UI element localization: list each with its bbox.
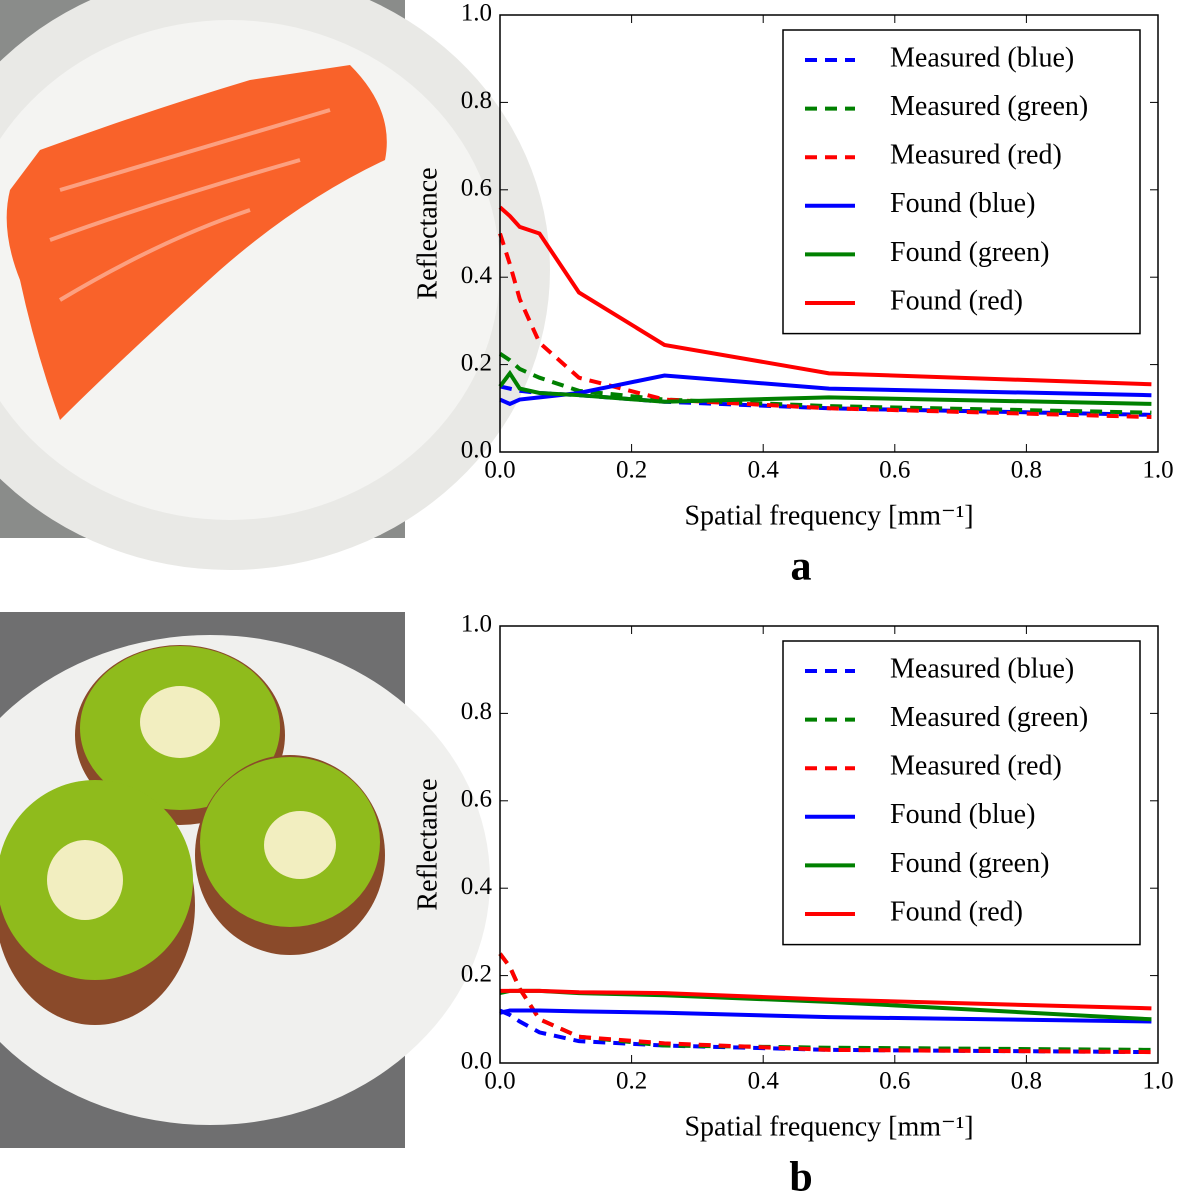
- legend-label: Found (green): [890, 237, 1049, 268]
- y-tick-label: 0.8: [461, 87, 492, 114]
- legend-label: Measured (red): [890, 140, 1062, 171]
- legend-label: Measured (green): [890, 702, 1088, 733]
- x-axis-label: Spatial frequency [mm⁻¹]: [684, 1111, 973, 1142]
- y-axis-label: Reflectance: [412, 778, 443, 910]
- y-tick-label: 0.2: [461, 960, 492, 987]
- legend-box: [782, 640, 1141, 946]
- axes-frame: [499, 14, 1159, 453]
- x-axis-label: Spatial frequency [mm⁻¹]: [684, 500, 973, 531]
- x-tick-label: 0.6: [879, 457, 910, 484]
- series-line: [499, 384, 1152, 417]
- legend-label: Measured (blue): [890, 653, 1074, 684]
- series-line: [500, 988, 1152, 1011]
- series-line: [498, 205, 1152, 387]
- y-tick-label: 0.6: [461, 175, 492, 202]
- x-tick-label: 0.2: [616, 457, 647, 484]
- y-tick-label: 0.2: [461, 349, 492, 376]
- y-tick-label: 1.0: [461, 611, 492, 638]
- x-tick-label: 0.0: [484, 1068, 515, 1095]
- y-tick-label: 0.0: [461, 1048, 492, 1075]
- x-tick-label: 0.4: [748, 457, 780, 484]
- legend-label: Measured (red): [890, 751, 1062, 782]
- x-tick-label: 0.8: [1011, 457, 1042, 484]
- axes-frame: [499, 625, 1159, 1064]
- series-line: [498, 352, 1152, 415]
- y-tick-label: 0.0: [461, 437, 492, 464]
- x-tick-label: 1.0: [1142, 457, 1173, 484]
- x-tick-label: 0.8: [1011, 1068, 1042, 1095]
- x-tick-label: 0.6: [879, 1068, 910, 1095]
- legend-label: Measured (green): [890, 91, 1088, 122]
- y-axis-label: Reflectance: [412, 167, 443, 299]
- kiwi-photo: [0, 612, 490, 1148]
- legend-box: [782, 29, 1141, 335]
- legend-label: Found (red): [890, 896, 1023, 927]
- legend-label: Found (blue): [890, 188, 1035, 219]
- x-tick-label: 0.2: [616, 1068, 647, 1095]
- series-line: [498, 369, 1152, 406]
- x-tick-label: 1.0: [1142, 1068, 1173, 1095]
- y-tick-label: 0.8: [461, 698, 492, 725]
- legend-label: Found (blue): [890, 799, 1035, 830]
- charts: 0.0 0.2 0.4 0.6 0.8 1.0 0.0 0.2 0.4 0.6 0.8 1.0 Spat…: [412, 0, 1173, 1193]
- legend-label: Found (red): [890, 285, 1023, 316]
- legend-label: Measured (blue): [890, 42, 1074, 73]
- y-tick-label: 0.4: [461, 873, 493, 900]
- panel-label: b: [789, 1155, 812, 1193]
- x-tick-label: 0.0: [484, 457, 515, 484]
- legend-label: Found (green): [890, 848, 1049, 879]
- panel-label: a: [791, 544, 812, 590]
- series-line: [498, 952, 1152, 1055]
- series-line: [498, 232, 1152, 420]
- y-tick-label: 0.6: [461, 786, 492, 813]
- y-tick-label: 0.4: [461, 262, 493, 289]
- x-tick-label: 0.4: [748, 1068, 780, 1095]
- series-line: [499, 1008, 1152, 1024]
- y-tick-label: 1.0: [461, 0, 492, 27]
- salmon-photo: [0, 0, 550, 570]
